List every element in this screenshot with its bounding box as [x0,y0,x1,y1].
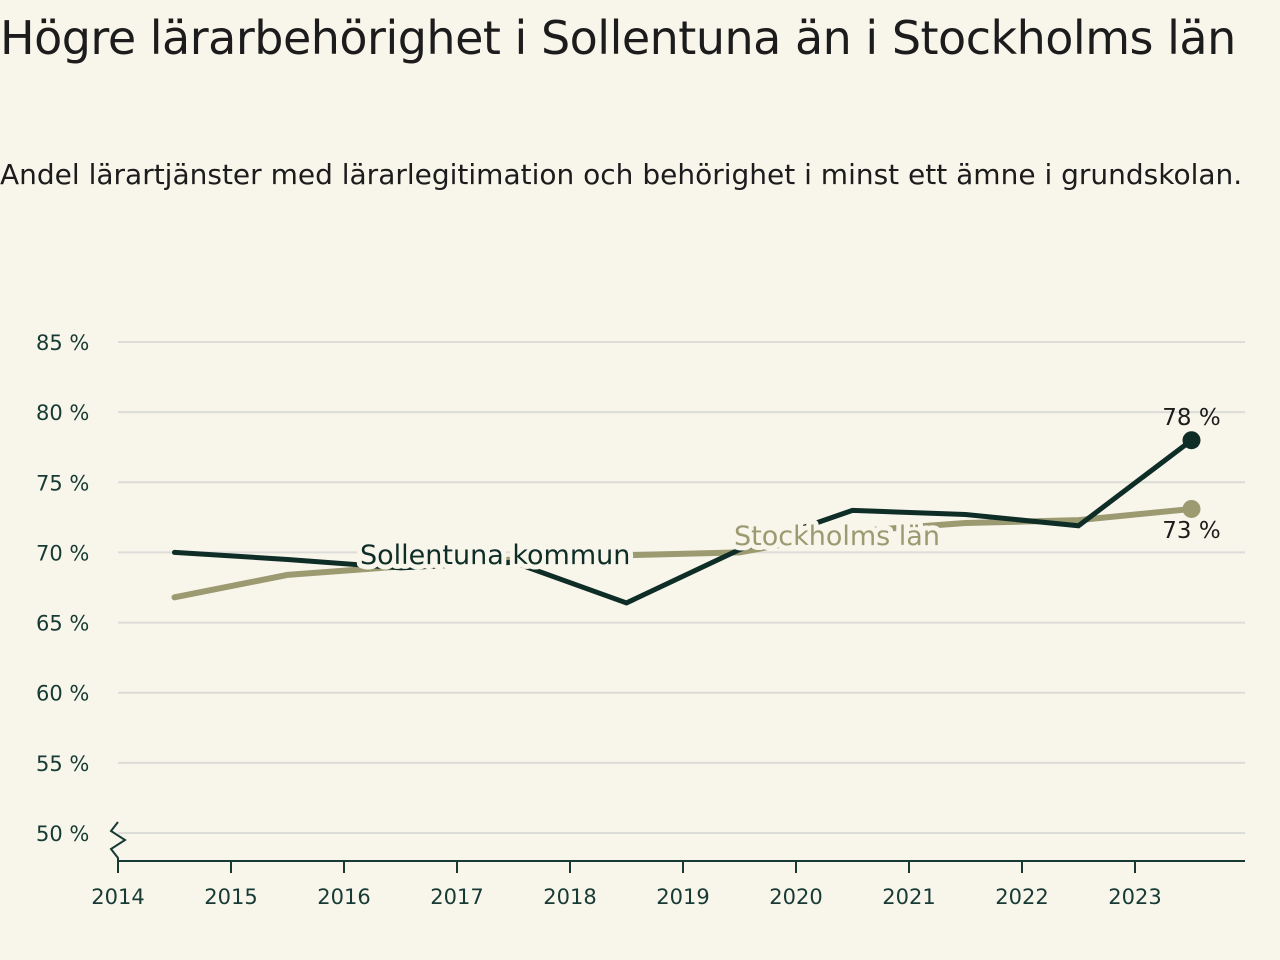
chart-title: Högre lärarbehörighet i Sollentuna än i … [0,11,1236,65]
y-tick-label-50: 50 % [36,822,89,846]
y-tick-label-80: 80 % [36,401,89,425]
y-tick-label-70: 70 % [36,541,89,565]
y-tick-label-60: 60 % [36,682,89,706]
y-tick-label-65: 65 % [36,612,89,636]
x-tick-label-2022: 2022 [995,885,1048,909]
y-tick-label-85: 85 % [36,331,89,355]
series-line-sollentuna-kommun [172,437,1194,606]
x-tick-label-2020: 2020 [769,885,822,909]
series-label-sollentuna-kommun-halo: Sollentuna kommun [360,540,630,571]
series-label-sollentuna-kommun: Sollentuna kommun [360,540,630,571]
x-axis-ticks: 2014 2015 2016 2017 2018 2019 2020 2021 2022 2023 [91,885,1161,909]
x-tick-label-2019: 2019 [656,885,709,909]
y-tick-label-75: 75 % [36,471,89,495]
chart-subtitle: Andel lärartjänster med lärarlegitimatio… [0,158,1243,191]
x-tick-label-2021: 2021 [882,885,935,909]
end-label-stockholms-lan: 73 % [1162,518,1220,544]
y-axis-break-mark [109,821,127,861]
series-label-stockholms-lan: Stockholms län [734,521,940,552]
x-tick-label-2018: 2018 [543,885,596,909]
gridlines [118,341,1245,834]
x-tick-label-2016: 2016 [317,885,370,909]
end-marker-sollentuna-kommun [1182,431,1201,450]
end-marker-stockholms-lan [1182,499,1201,518]
y-axis-ticks: 50 % 55 % 60 % 65 % 70 % 75 % 80 % 85 % [36,331,89,846]
x-tick-label-2017: 2017 [430,885,483,909]
end-label-sollentuna-kommun: 78 % [1162,405,1220,431]
x-axis [109,821,1245,873]
x-tick-label-2023: 2023 [1108,885,1161,909]
y-tick-label-55: 55 % [36,752,89,776]
x-tick-label-2015: 2015 [204,885,257,909]
series-lines [171,431,1201,606]
x-tick-label-2014: 2014 [91,885,144,909]
series-label-stockholms-lan-halo: Stockholms län [734,521,940,552]
